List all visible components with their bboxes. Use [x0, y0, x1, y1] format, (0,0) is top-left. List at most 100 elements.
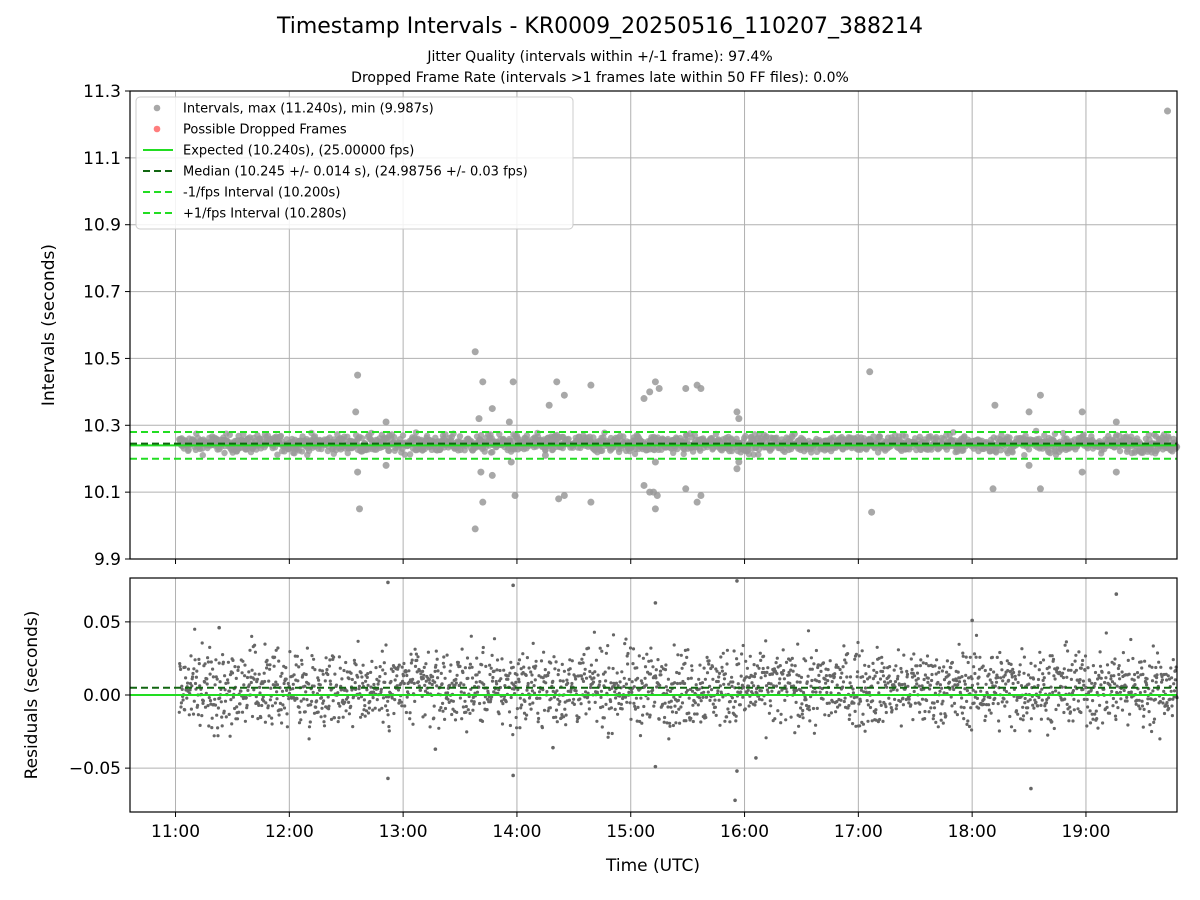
residual-point	[178, 664, 182, 669]
residual-point	[291, 682, 295, 686]
residual-point	[714, 713, 718, 718]
residual-point	[344, 709, 348, 713]
chart-subtitle-jitter: Jitter Quality (intervals within +/-1 fr…	[427, 49, 773, 65]
residual-point	[396, 688, 401, 692]
residual-point	[689, 716, 693, 721]
residual-point	[275, 683, 280, 687]
residual-point	[878, 677, 883, 681]
residual-point	[1153, 697, 1157, 702]
residual-point	[874, 708, 878, 712]
residual-point	[506, 677, 510, 681]
residual-point	[1059, 674, 1063, 678]
residual-point	[639, 696, 643, 700]
residual-point	[421, 669, 425, 674]
residual-point	[567, 698, 572, 702]
residual-point	[1057, 691, 1061, 695]
residual-point	[512, 687, 516, 691]
residual-point	[673, 704, 677, 708]
residual-point	[270, 722, 274, 726]
residual-point	[841, 665, 845, 669]
residual-point	[521, 652, 525, 656]
residual-point	[1012, 670, 1016, 675]
residual-point	[279, 708, 283, 712]
residual-point	[1170, 714, 1174, 718]
residual-point	[781, 648, 785, 652]
residual-point	[469, 634, 473, 638]
legend-marker	[153, 104, 161, 112]
residual-point	[785, 690, 789, 694]
residual-point	[862, 690, 866, 694]
residual-point	[566, 689, 570, 693]
residual-point	[317, 678, 321, 682]
residual-point	[959, 705, 963, 709]
residual-point	[246, 688, 250, 693]
residual-point	[1046, 717, 1050, 721]
residual-point	[886, 681, 890, 685]
residual-point	[977, 667, 982, 671]
residual-point	[299, 699, 303, 703]
residual-point	[188, 681, 193, 686]
residual-point	[983, 668, 987, 673]
residual-point	[916, 677, 920, 681]
residual-point	[970, 677, 974, 681]
residual-point	[1017, 673, 1021, 677]
residual-point	[188, 688, 192, 692]
residual-point	[295, 697, 299, 701]
residual-point	[687, 696, 691, 700]
residual-outlier-point	[433, 747, 438, 751]
residual-point	[880, 661, 884, 665]
y-tick-label: 0.00	[83, 686, 121, 706]
residual-point	[391, 669, 395, 674]
residual-point	[1162, 689, 1166, 694]
residual-point	[1165, 678, 1169, 682]
residual-point	[881, 669, 885, 674]
residual-point	[316, 710, 320, 714]
residual-point	[446, 691, 450, 695]
residual-point	[949, 695, 953, 699]
residual-point	[1009, 669, 1013, 674]
residual-point	[1126, 723, 1130, 727]
residual-point	[693, 701, 698, 705]
residual-point	[603, 670, 607, 674]
residual-point	[584, 690, 588, 694]
residual-point	[902, 653, 906, 657]
residual-point	[430, 682, 434, 687]
y-tick-label: 10.9	[83, 216, 121, 236]
interval-point	[1032, 427, 1040, 435]
residual-point	[1029, 676, 1033, 680]
residual-point	[377, 708, 381, 712]
residual-point	[899, 724, 903, 728]
interval-outlier-point	[1112, 468, 1120, 476]
residual-point	[234, 676, 238, 681]
residual-point	[627, 677, 631, 682]
residual-point	[324, 656, 328, 660]
residual-point	[694, 683, 698, 687]
chart-title: Timestamp Intervals - KR0009_20250516_11…	[276, 14, 924, 39]
residual-point	[460, 717, 464, 721]
residual-point	[319, 715, 323, 719]
residual-point	[686, 677, 690, 681]
residual-point	[947, 680, 952, 684]
residual-point	[1109, 674, 1113, 678]
residual-point	[984, 714, 988, 718]
residual-point	[368, 699, 372, 704]
residual-point	[421, 715, 425, 719]
residual-point	[784, 718, 788, 722]
residual-point	[1027, 682, 1031, 686]
residual-point	[942, 691, 946, 695]
residual-point	[600, 649, 604, 653]
residual-point	[727, 682, 731, 686]
residual-point	[321, 701, 325, 705]
residual-point	[384, 643, 388, 647]
residual-point	[622, 684, 626, 689]
residual-point	[679, 653, 683, 657]
residual-point	[977, 706, 981, 710]
residual-point	[767, 711, 772, 715]
residual-point	[607, 666, 611, 670]
interval-point	[998, 432, 1005, 439]
residual-point	[878, 700, 882, 704]
residual-point	[1108, 711, 1112, 715]
residual-point	[253, 643, 257, 647]
residual-point	[407, 669, 411, 673]
residual-point	[858, 699, 863, 703]
